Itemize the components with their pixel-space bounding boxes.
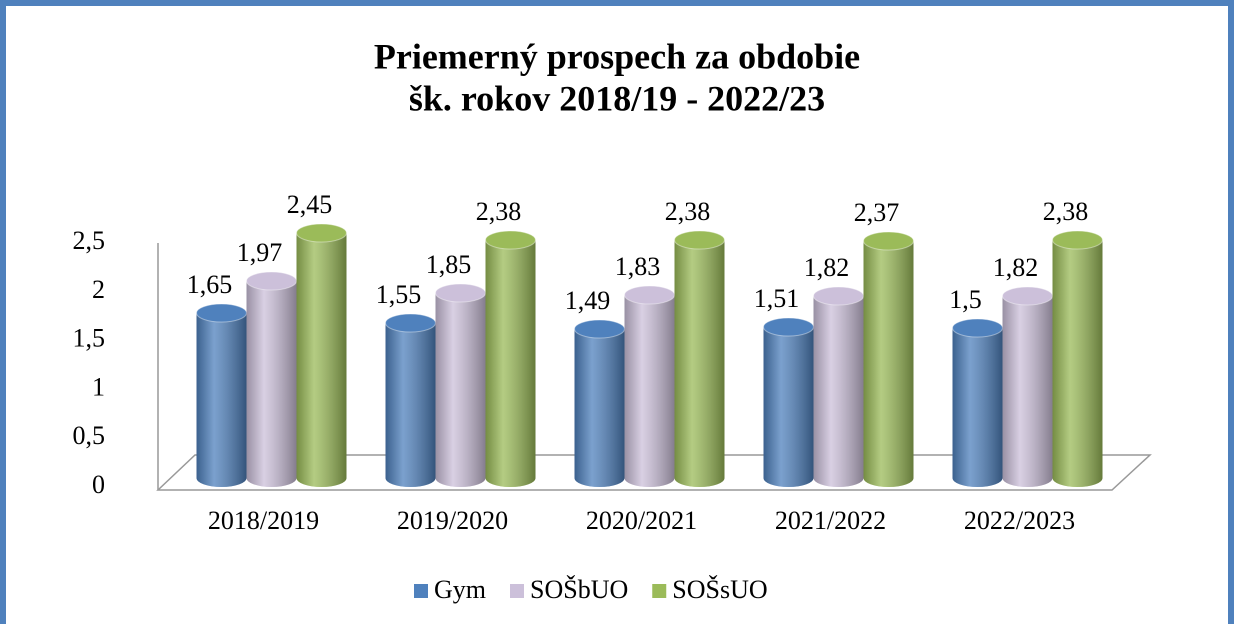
bar-top: [952, 318, 1003, 338]
bar-shading: [246, 281, 297, 487]
legend-label: SOŠsUO: [672, 575, 767, 604]
bar-shading: [624, 295, 675, 487]
bar-top: [246, 271, 297, 291]
bar-top: [1052, 230, 1103, 250]
value-label: 1,97: [237, 238, 283, 267]
value-label: 1,5: [949, 285, 982, 314]
bar-top: [1002, 286, 1053, 306]
value-label: 1,83: [615, 252, 661, 281]
value-label: 2,38: [1043, 197, 1089, 226]
bar-top: [674, 230, 725, 250]
value-label: 1,51: [754, 284, 800, 313]
chart-title: Priemerný prospech za obdobie: [374, 36, 860, 76]
bar-top: [763, 317, 814, 337]
bar-shading: [485, 240, 536, 487]
value-label: 1,55: [376, 280, 422, 309]
y-tick-label: 0: [92, 470, 105, 499]
bar-top: [435, 283, 486, 303]
legend-label: Gym: [434, 575, 486, 604]
bar-top: [863, 231, 914, 251]
legend-swatch: [510, 584, 524, 598]
bar-shading: [296, 233, 347, 487]
bar-shading: [674, 240, 725, 487]
bar-shading: [863, 241, 914, 487]
bar-top: [624, 285, 675, 305]
value-label: 2,37: [854, 198, 900, 227]
bar-top: [296, 223, 347, 243]
value-label: 1,85: [426, 250, 472, 279]
value-label: 2,38: [665, 197, 711, 226]
value-label: 1,82: [804, 253, 850, 282]
bar-shading: [813, 296, 864, 487]
bar-shading: [763, 327, 814, 487]
x-tick-label: 2020/2021: [586, 506, 697, 535]
bar-top: [574, 319, 625, 339]
y-tick-label: 1: [92, 372, 105, 401]
bar-top: [196, 303, 247, 323]
value-label: 1,82: [993, 253, 1039, 282]
bar-shading: [196, 313, 247, 487]
bar-shading: [1002, 296, 1053, 487]
bar-top: [485, 230, 536, 250]
bar-shading: [952, 328, 1003, 487]
value-label: 1,65: [187, 270, 233, 299]
legend-label: SOŠbUO: [530, 575, 628, 604]
bar-top: [813, 286, 864, 306]
legend-swatch: [414, 584, 428, 598]
bar-shading: [385, 323, 436, 487]
y-tick-label: 0,5: [73, 421, 106, 450]
y-tick-label: 2: [92, 275, 105, 304]
x-tick-label: 2022/2023: [964, 506, 1075, 535]
x-tick-label: 2018/2019: [208, 506, 319, 535]
legend-swatch: [652, 584, 667, 598]
bar-top: [385, 313, 436, 333]
value-label: 1,49: [565, 286, 611, 315]
y-tick-label: 1,5: [73, 324, 106, 353]
bar-shading: [435, 293, 486, 487]
x-tick-label: 2019/2020: [397, 506, 508, 535]
y-tick-label: 2,5: [73, 226, 106, 255]
value-label: 2,38: [476, 197, 522, 226]
x-tick-label: 2021/2022: [775, 506, 886, 535]
bar-shading: [1052, 240, 1103, 487]
value-label: 2,45: [287, 190, 333, 219]
bar-shading: [574, 329, 625, 487]
chart-title: šk. rokov 2018/19 - 2022/23: [409, 78, 825, 118]
